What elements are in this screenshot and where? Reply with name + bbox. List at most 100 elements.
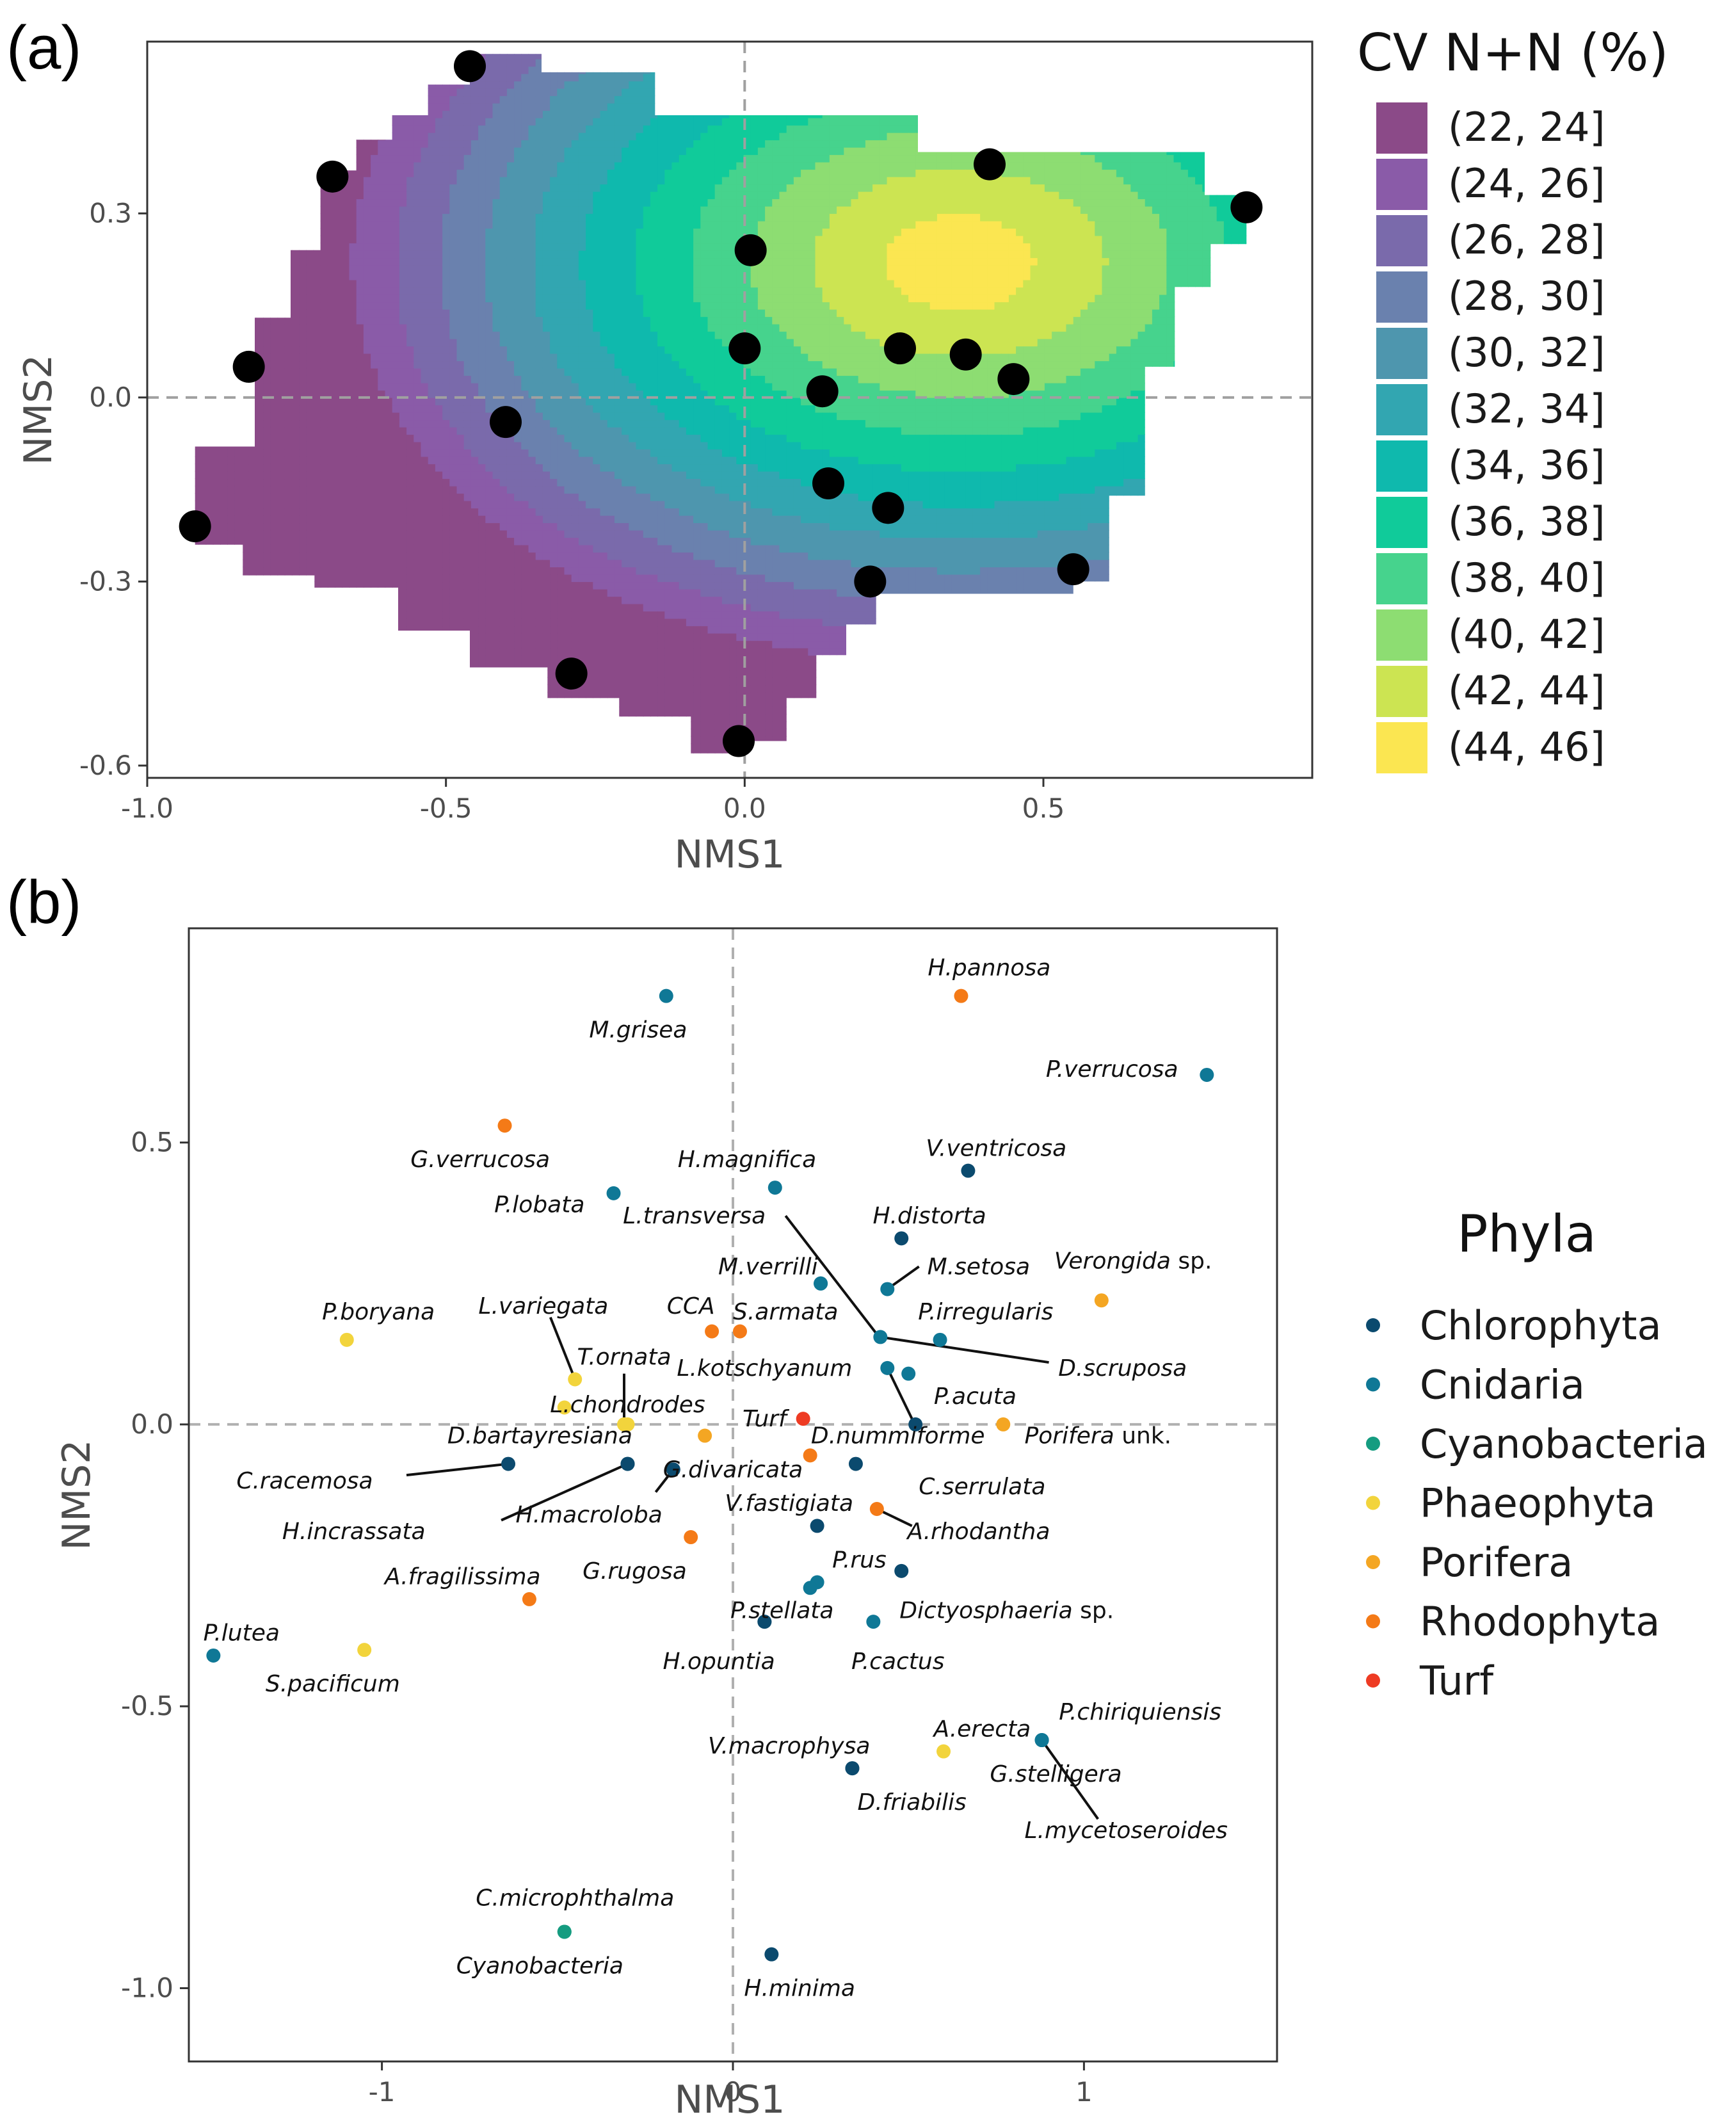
contour-cell <box>195 235 200 244</box>
contour-cell <box>428 485 436 494</box>
contour-cell <box>456 559 465 568</box>
contour-cell <box>306 154 314 163</box>
contour-cell <box>442 140 451 148</box>
contour-cell <box>470 625 479 634</box>
contour-cell <box>428 228 436 236</box>
contour-cell <box>320 449 328 457</box>
contour-cell <box>378 58 386 67</box>
contour-cell <box>463 449 472 457</box>
contour-cell <box>506 73 515 82</box>
contour-cell <box>256 36 264 44</box>
contour-cell <box>327 95 335 104</box>
contour-cell <box>291 220 300 229</box>
contour-cell <box>371 691 379 700</box>
contour-cell <box>363 618 371 627</box>
contour-cell <box>198 132 207 141</box>
contour-cell <box>521 154 529 163</box>
contour-cell <box>421 699 429 707</box>
contour-cell <box>414 750 422 754</box>
contour-cell <box>284 618 293 627</box>
contour-cell <box>363 110 371 118</box>
contour-cell <box>499 154 508 163</box>
contour-cell <box>521 640 529 649</box>
contour-cell <box>414 640 422 649</box>
contour-cell <box>227 81 236 89</box>
contour-cell <box>485 184 494 192</box>
contour-cell <box>349 581 357 590</box>
contour-cell <box>241 714 250 722</box>
contour-cell <box>399 390 407 398</box>
contour-cell <box>313 132 321 141</box>
contour-cell <box>234 655 243 663</box>
contour-cell <box>241 464 250 472</box>
contour-cell <box>220 588 228 597</box>
contour-cell <box>356 302 364 310</box>
contour-cell <box>234 721 243 730</box>
contour-cell <box>195 250 200 259</box>
contour-cell <box>485 581 494 590</box>
contour-cell <box>428 309 436 318</box>
contour-cell <box>241 419 250 428</box>
contour-cell <box>356 655 364 663</box>
contour-cell <box>198 441 207 450</box>
contour-cell <box>327 522 335 531</box>
contour-cell <box>349 264 357 273</box>
contour-cell <box>492 250 501 259</box>
contour-cell <box>392 161 400 170</box>
contour-cell <box>320 228 328 236</box>
contour-cell <box>191 36 199 44</box>
contour-cell <box>456 257 465 266</box>
contour-cell <box>457 758 465 766</box>
contour-cell <box>184 655 192 663</box>
contour-cell <box>514 257 522 266</box>
contour-cell <box>435 272 443 280</box>
contour-cell <box>349 198 357 207</box>
contour-cell <box>514 302 522 310</box>
contour-cell <box>478 515 486 524</box>
contour-cell <box>485 441 494 450</box>
contour-cell <box>299 464 307 472</box>
contour-cell <box>435 367 443 376</box>
contour-cell <box>327 743 335 752</box>
contour-cell <box>371 382 379 391</box>
contour-cell <box>514 522 522 531</box>
contour-cell <box>435 729 443 737</box>
contour-cell <box>435 206 443 214</box>
contour-cell <box>277 169 285 177</box>
contour-cell <box>363 714 371 722</box>
contour-cell <box>528 750 536 754</box>
contour-cell <box>378 257 386 266</box>
contour-cell <box>449 544 458 553</box>
contour-cell <box>421 243 429 251</box>
contour-cell <box>177 419 185 427</box>
contour-cell <box>313 434 321 442</box>
contour-cell <box>284 485 293 494</box>
contour-cell <box>499 456 508 465</box>
contour-cell <box>528 66 536 74</box>
contour-cell <box>428 611 436 619</box>
contour-cell <box>521 588 529 597</box>
contour-cell <box>284 302 293 310</box>
contour-cell <box>528 279 536 288</box>
contour-cell <box>291 603 300 612</box>
contour-cell <box>263 206 271 214</box>
contour-cell <box>184 618 192 626</box>
contour-cell <box>421 574 429 583</box>
contour-cell <box>392 346 400 354</box>
contour-cell <box>421 235 429 244</box>
contour-cell <box>299 662 307 671</box>
contour-cell <box>421 302 429 310</box>
contour-cell <box>371 323 379 332</box>
contour-cell <box>499 485 508 494</box>
contour-cell <box>399 220 407 229</box>
contour-cell <box>385 655 393 663</box>
contour-cell <box>270 353 278 362</box>
contour-cell <box>470 729 479 737</box>
contour-cell <box>414 132 422 141</box>
contour-cell <box>234 140 243 148</box>
contour-cell <box>248 287 257 295</box>
contour-cell <box>320 102 328 111</box>
contour-cell <box>356 633 364 641</box>
contour-cell <box>248 647 257 656</box>
contour-cell <box>521 662 529 671</box>
